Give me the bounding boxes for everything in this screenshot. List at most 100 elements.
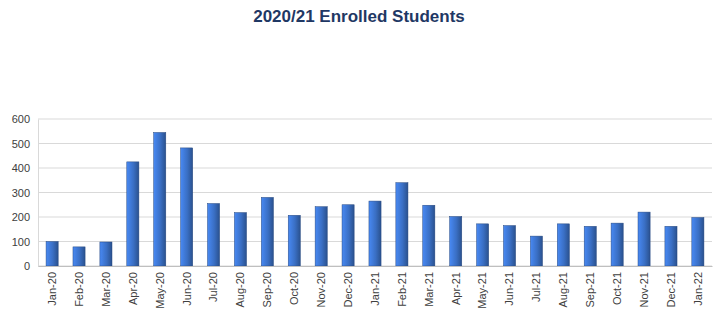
bar xyxy=(154,132,166,266)
y-tick: 0 xyxy=(24,260,38,272)
x-tick: Dec-21 xyxy=(665,266,677,307)
x-tick: Jan-20 xyxy=(46,266,58,306)
bar xyxy=(100,242,112,266)
bar xyxy=(181,148,193,266)
x-axis: Jan-20 Feb-20 Mar-20 Apr-20 May-20 Jun-20 Jul-… xyxy=(39,266,713,309)
y-tick-label: 0 xyxy=(24,260,30,272)
x-tick-label: Aug-20 xyxy=(234,272,246,307)
chart: 2020/21 Enrolled Students 0 100 200 300 400 50… xyxy=(0,0,718,315)
x-tick: Jan-22 xyxy=(692,266,704,306)
bar xyxy=(638,212,650,266)
x-tick-label: Oct-20 xyxy=(288,272,300,305)
bar xyxy=(342,205,354,266)
bar xyxy=(665,226,677,266)
y-tick: 100 xyxy=(12,236,38,248)
x-tick-label: Feb-21 xyxy=(396,272,408,307)
bar xyxy=(127,162,139,266)
x-tick-label: Dec-21 xyxy=(665,272,677,307)
x-tick: Jun-20 xyxy=(181,266,193,306)
x-axis-line xyxy=(39,266,713,267)
bar xyxy=(692,217,704,266)
x-tick-label: Feb-20 xyxy=(73,272,85,307)
bar xyxy=(396,183,408,266)
bar xyxy=(234,213,246,266)
x-tick-label: May-21 xyxy=(476,272,488,309)
x-tick-label: Aug-21 xyxy=(557,272,569,307)
y-tick-label: 100 xyxy=(12,236,30,248)
y-tick: 300 xyxy=(12,187,38,199)
x-tick-label: Jan-20 xyxy=(46,272,58,306)
bar xyxy=(477,224,489,266)
y-tick: 200 xyxy=(12,211,38,223)
bar xyxy=(450,217,462,266)
bars xyxy=(46,132,704,266)
x-tick-label: Apr-21 xyxy=(450,272,462,305)
x-tick-label: Nov-21 xyxy=(638,272,650,307)
x-tick-label: Oct-21 xyxy=(611,272,623,305)
bar xyxy=(584,226,596,266)
x-tick: Oct-20 xyxy=(288,266,300,305)
x-tick-label: Jun-20 xyxy=(181,272,193,306)
y-tick-label: 400 xyxy=(12,162,30,174)
y-tick-label: 200 xyxy=(12,211,30,223)
x-tick: Oct-21 xyxy=(611,266,623,305)
bar xyxy=(208,204,220,266)
y-tick: 400 xyxy=(12,162,38,174)
x-tick: Jul-20 xyxy=(207,266,219,302)
y-tick-label: 600 xyxy=(12,113,30,125)
x-tick: Jul-21 xyxy=(530,266,542,302)
x-tick: Nov-20 xyxy=(315,266,327,307)
chart-title: 2020/21 Enrolled Students xyxy=(253,7,465,26)
x-tick: Mar-20 xyxy=(100,266,112,307)
x-tick: Jan-21 xyxy=(369,266,381,306)
x-tick-label: Jan-21 xyxy=(369,272,381,306)
bar xyxy=(288,215,300,266)
x-tick-label: Mar-21 xyxy=(423,272,435,307)
x-tick: Mar-21 xyxy=(423,266,435,307)
bar xyxy=(46,242,58,267)
x-tick: Feb-21 xyxy=(396,266,408,307)
x-tick: May-21 xyxy=(476,266,488,309)
x-tick-label: Sep-21 xyxy=(584,272,596,307)
y-tick: 600 xyxy=(12,113,38,125)
x-tick-label: Mar-20 xyxy=(100,272,112,307)
x-tick: Aug-21 xyxy=(557,266,569,307)
x-tick: Apr-21 xyxy=(450,266,462,305)
bar xyxy=(557,224,569,266)
bar xyxy=(369,201,381,266)
bar xyxy=(315,207,327,266)
y-tick: 500 xyxy=(12,138,38,150)
x-tick: Aug-20 xyxy=(234,266,246,307)
x-tick-label: Jul-21 xyxy=(530,272,542,302)
bar xyxy=(261,197,273,266)
grid xyxy=(38,119,712,266)
x-tick-label: Jan-22 xyxy=(692,272,704,306)
x-tick: Jun-21 xyxy=(503,266,515,306)
x-tick: Sep-20 xyxy=(261,266,273,307)
x-tick-label: May-20 xyxy=(154,272,166,309)
y-tick-label: 300 xyxy=(12,187,30,199)
bar xyxy=(530,236,542,266)
x-tick-label: Jul-20 xyxy=(207,272,219,302)
x-tick-label: Jun-21 xyxy=(503,272,515,306)
x-tick: Nov-21 xyxy=(638,266,650,307)
x-tick-label: Nov-20 xyxy=(315,272,327,307)
y-tick-label: 500 xyxy=(12,138,30,150)
grid-line xyxy=(38,143,712,144)
y-axis: 0 100 200 300 400 500 600 xyxy=(12,113,39,272)
x-tick-label: Sep-20 xyxy=(261,272,273,307)
x-tick-label: Dec-20 xyxy=(342,272,354,307)
x-tick: Feb-20 xyxy=(73,266,85,307)
x-tick-label: Apr-20 xyxy=(127,272,139,305)
x-tick: Apr-20 xyxy=(127,266,139,305)
bar xyxy=(423,205,435,266)
y-axis-line xyxy=(38,120,39,267)
bar xyxy=(503,226,515,266)
bar xyxy=(73,247,85,266)
plot-area: 0 100 200 300 400 500 600 Jan-20 Feb-20 Mar-20 Apr… xyxy=(12,113,713,309)
bar xyxy=(611,223,623,266)
x-tick: Sep-21 xyxy=(584,266,596,307)
x-tick: Dec-20 xyxy=(342,266,354,307)
x-tick: May-20 xyxy=(154,266,166,309)
grid-line xyxy=(38,119,712,120)
